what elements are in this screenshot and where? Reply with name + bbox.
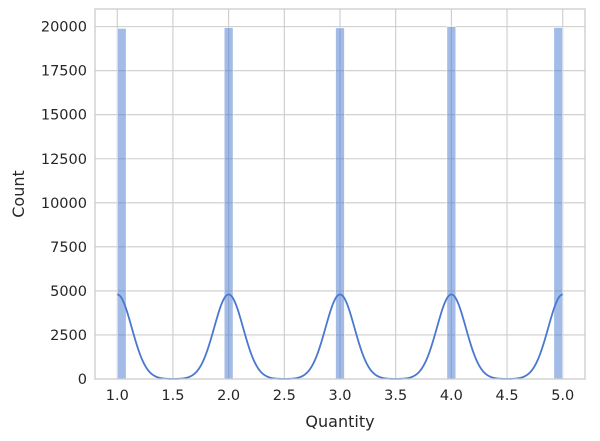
kde-density-line — [117, 293, 563, 380]
y-tick-label: 17500 — [41, 64, 87, 80]
histogram-bar — [553, 27, 564, 380]
plot-frame — [94, 8, 586, 380]
y-tick-label: 12500 — [41, 152, 87, 168]
histogram-bar — [116, 28, 127, 380]
y-tick-label: 15000 — [41, 108, 87, 124]
y-tick-label: 2500 — [50, 328, 87, 344]
histogram-bar — [446, 26, 457, 380]
y-tick-label: 0 — [78, 372, 87, 388]
y-axis-label: Count — [9, 170, 28, 218]
x-tick-label: 5.0 — [551, 388, 574, 404]
x-tick-label: 1.0 — [106, 388, 129, 404]
x-tick-label: 4.0 — [440, 388, 463, 404]
x-axis-label: Quantity — [305, 412, 374, 431]
x-tick-label: 2.5 — [273, 388, 296, 404]
histogram-bar — [335, 27, 345, 380]
x-tick-label: 3.5 — [384, 388, 407, 404]
y-tick-label: 5000 — [50, 284, 87, 300]
x-tick-label: 4.5 — [496, 388, 519, 404]
x-tick-label: 3.0 — [328, 388, 351, 404]
x-tick-label: 2.0 — [217, 388, 240, 404]
x-tick-label: 1.5 — [161, 388, 184, 404]
y-tick-label: 20000 — [41, 20, 87, 36]
y-tick-label: 10000 — [41, 196, 87, 212]
y-tick-labels: 0 2500 5000 7500 10000 12500 15000 17500 20000 — [41, 20, 87, 388]
x-tick-labels: 1.0 1.5 2.0 2.5 3.0 3.5 4.0 4.5 5.0 — [106, 388, 575, 404]
y-tick-label: 7500 — [50, 240, 87, 256]
histogram-bar — [223, 27, 234, 380]
